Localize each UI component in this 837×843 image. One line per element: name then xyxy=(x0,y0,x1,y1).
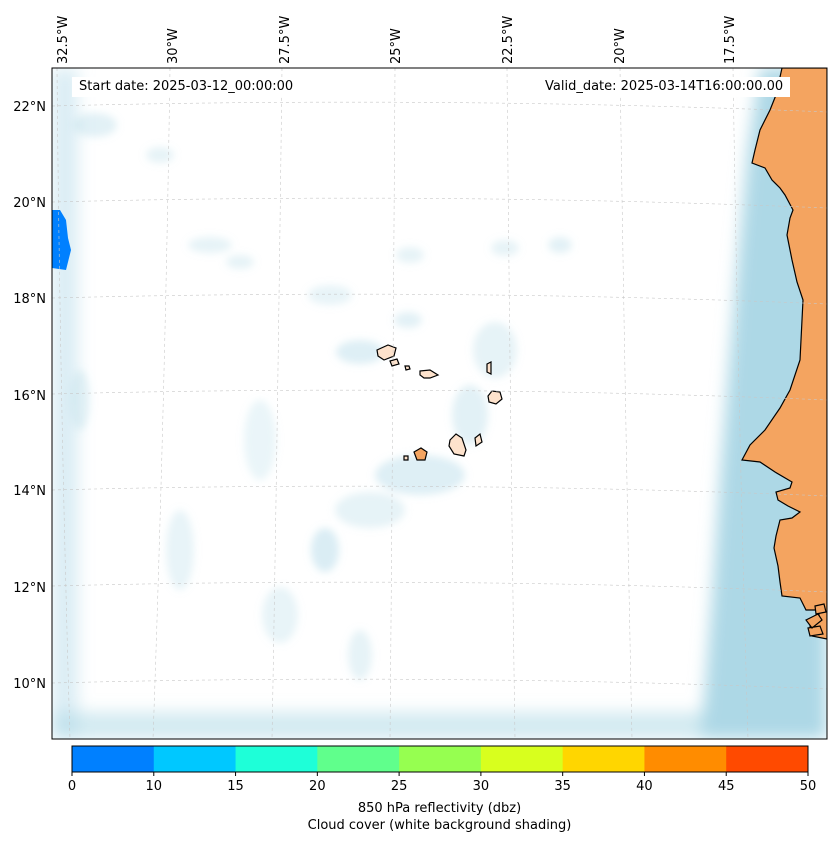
cloud-patch xyxy=(375,455,465,495)
colorbar-segment xyxy=(317,746,400,772)
colorbar-segment xyxy=(644,746,727,772)
colorbar-tick-label: 30 xyxy=(473,779,490,794)
colorbar-tick-label: 35 xyxy=(554,779,571,794)
colorbar-subtitle: Cloud cover (white background shading) xyxy=(307,818,572,833)
latitude-labels: 22°N 20°N 18°N 16°N 14°N 12°N 10°N xyxy=(13,100,46,692)
lat-label: 16°N xyxy=(13,389,46,404)
valid-date-label: Valid_date: 2025-03-14T16:00:00.00 xyxy=(538,77,791,97)
cloud-patch xyxy=(308,285,352,305)
bijagos-islands xyxy=(805,603,827,637)
cloud-patch xyxy=(452,385,488,445)
cloud-band-south xyxy=(52,712,827,739)
island-brava xyxy=(403,455,409,461)
meridian-20w xyxy=(619,68,633,739)
lat-label: 10°N xyxy=(13,677,46,692)
map-frame xyxy=(51,67,828,740)
island-maio xyxy=(474,432,483,448)
cloud-patch xyxy=(473,322,517,378)
lon-label: 30°W xyxy=(166,28,181,64)
cape-verde-islands xyxy=(376,344,503,461)
cloud-patch xyxy=(262,587,298,643)
cloud-patch xyxy=(394,312,422,328)
cloud-patch xyxy=(335,492,405,528)
island-santa-luzia xyxy=(404,365,411,371)
island-santiago xyxy=(448,433,467,457)
colorbar-tick-label: 25 xyxy=(391,779,408,794)
cloud-patch xyxy=(73,113,117,137)
lon-label: 27.5°W xyxy=(278,16,293,64)
colorbar-tick-label: 20 xyxy=(309,779,326,794)
cloud-patch xyxy=(548,237,572,253)
cloud-patch xyxy=(348,630,372,680)
meridian-17-5w xyxy=(732,68,749,739)
lat-label: 18°N xyxy=(13,292,46,307)
lon-label: 17.5°W xyxy=(723,16,738,64)
reflectivity-echo xyxy=(52,210,71,270)
cloud-patch xyxy=(336,340,384,364)
colorbar-tick-label: 15 xyxy=(227,779,244,794)
colorbar-frame xyxy=(71,745,809,773)
lon-label: 25°W xyxy=(389,28,404,64)
island-fogo xyxy=(413,447,428,461)
colorbar-tick-label: 0 xyxy=(68,779,76,794)
colorbar-title: 850 hPa reflectivity (dbz) xyxy=(357,801,522,816)
colorbar-segment xyxy=(399,746,482,772)
parallel-16n xyxy=(52,389,827,401)
colorbar-segment xyxy=(726,746,809,772)
graticule xyxy=(52,68,827,739)
island-santo-antao xyxy=(376,344,397,361)
start-date-label: Start date: 2025-03-12_00:00:00 xyxy=(72,77,301,97)
parallel-14n xyxy=(52,485,827,497)
cloud-patch xyxy=(166,510,194,590)
island-sao-vicente xyxy=(389,358,400,367)
island-sao-nicolau xyxy=(419,369,440,379)
lat-label: 20°N xyxy=(13,196,46,211)
cloud-patch xyxy=(226,255,254,269)
island-sal xyxy=(486,361,492,375)
cloud-cover-shading xyxy=(52,68,827,739)
parallel-10n xyxy=(52,678,827,690)
colorbar-segment xyxy=(480,746,564,772)
reflectivity-colorbar: 0 10 15 20 25 30 35 40 45 50 xyxy=(68,745,817,794)
cloud-patch xyxy=(491,240,519,256)
colorbar-segment xyxy=(72,746,155,772)
meridian-25w xyxy=(389,68,396,739)
parallel-12n xyxy=(52,581,827,593)
lon-label: 32.5°W xyxy=(56,16,71,64)
west-africa-land xyxy=(741,68,827,640)
colorbar-tick-label: 45 xyxy=(718,779,735,794)
colorbar-segment xyxy=(235,746,318,772)
parallel-20n xyxy=(52,197,827,209)
island-boa-vista xyxy=(487,390,503,405)
cloud-patch xyxy=(396,247,424,263)
lon-label: 22.5°W xyxy=(501,16,516,64)
cloud-patch xyxy=(70,370,90,430)
parallel-18n xyxy=(52,293,827,305)
lon-label: 20°W xyxy=(613,28,628,64)
colorbar-segment xyxy=(562,746,645,772)
colorbar-segment xyxy=(153,746,237,772)
cloud-patch xyxy=(311,528,339,572)
meridian-22-5w xyxy=(506,68,516,739)
parallel-22n xyxy=(52,101,827,113)
lat-label: 22°N xyxy=(13,100,46,115)
lat-label: 14°N xyxy=(13,484,46,499)
colorbar-tick-label: 50 xyxy=(800,779,817,794)
cloud-patch xyxy=(244,400,276,480)
meridian-30w xyxy=(152,68,171,739)
cloud-patch xyxy=(188,237,232,253)
lat-label: 12°N xyxy=(13,581,46,596)
colorbar-tick-label: 10 xyxy=(146,779,163,794)
longitude-labels: 32.5°W 30°W 27.5°W 25°W 22.5°W 20°W 17.5… xyxy=(56,16,738,64)
colorbar-tick-label: 40 xyxy=(636,779,653,794)
cloud-patch xyxy=(146,147,174,163)
